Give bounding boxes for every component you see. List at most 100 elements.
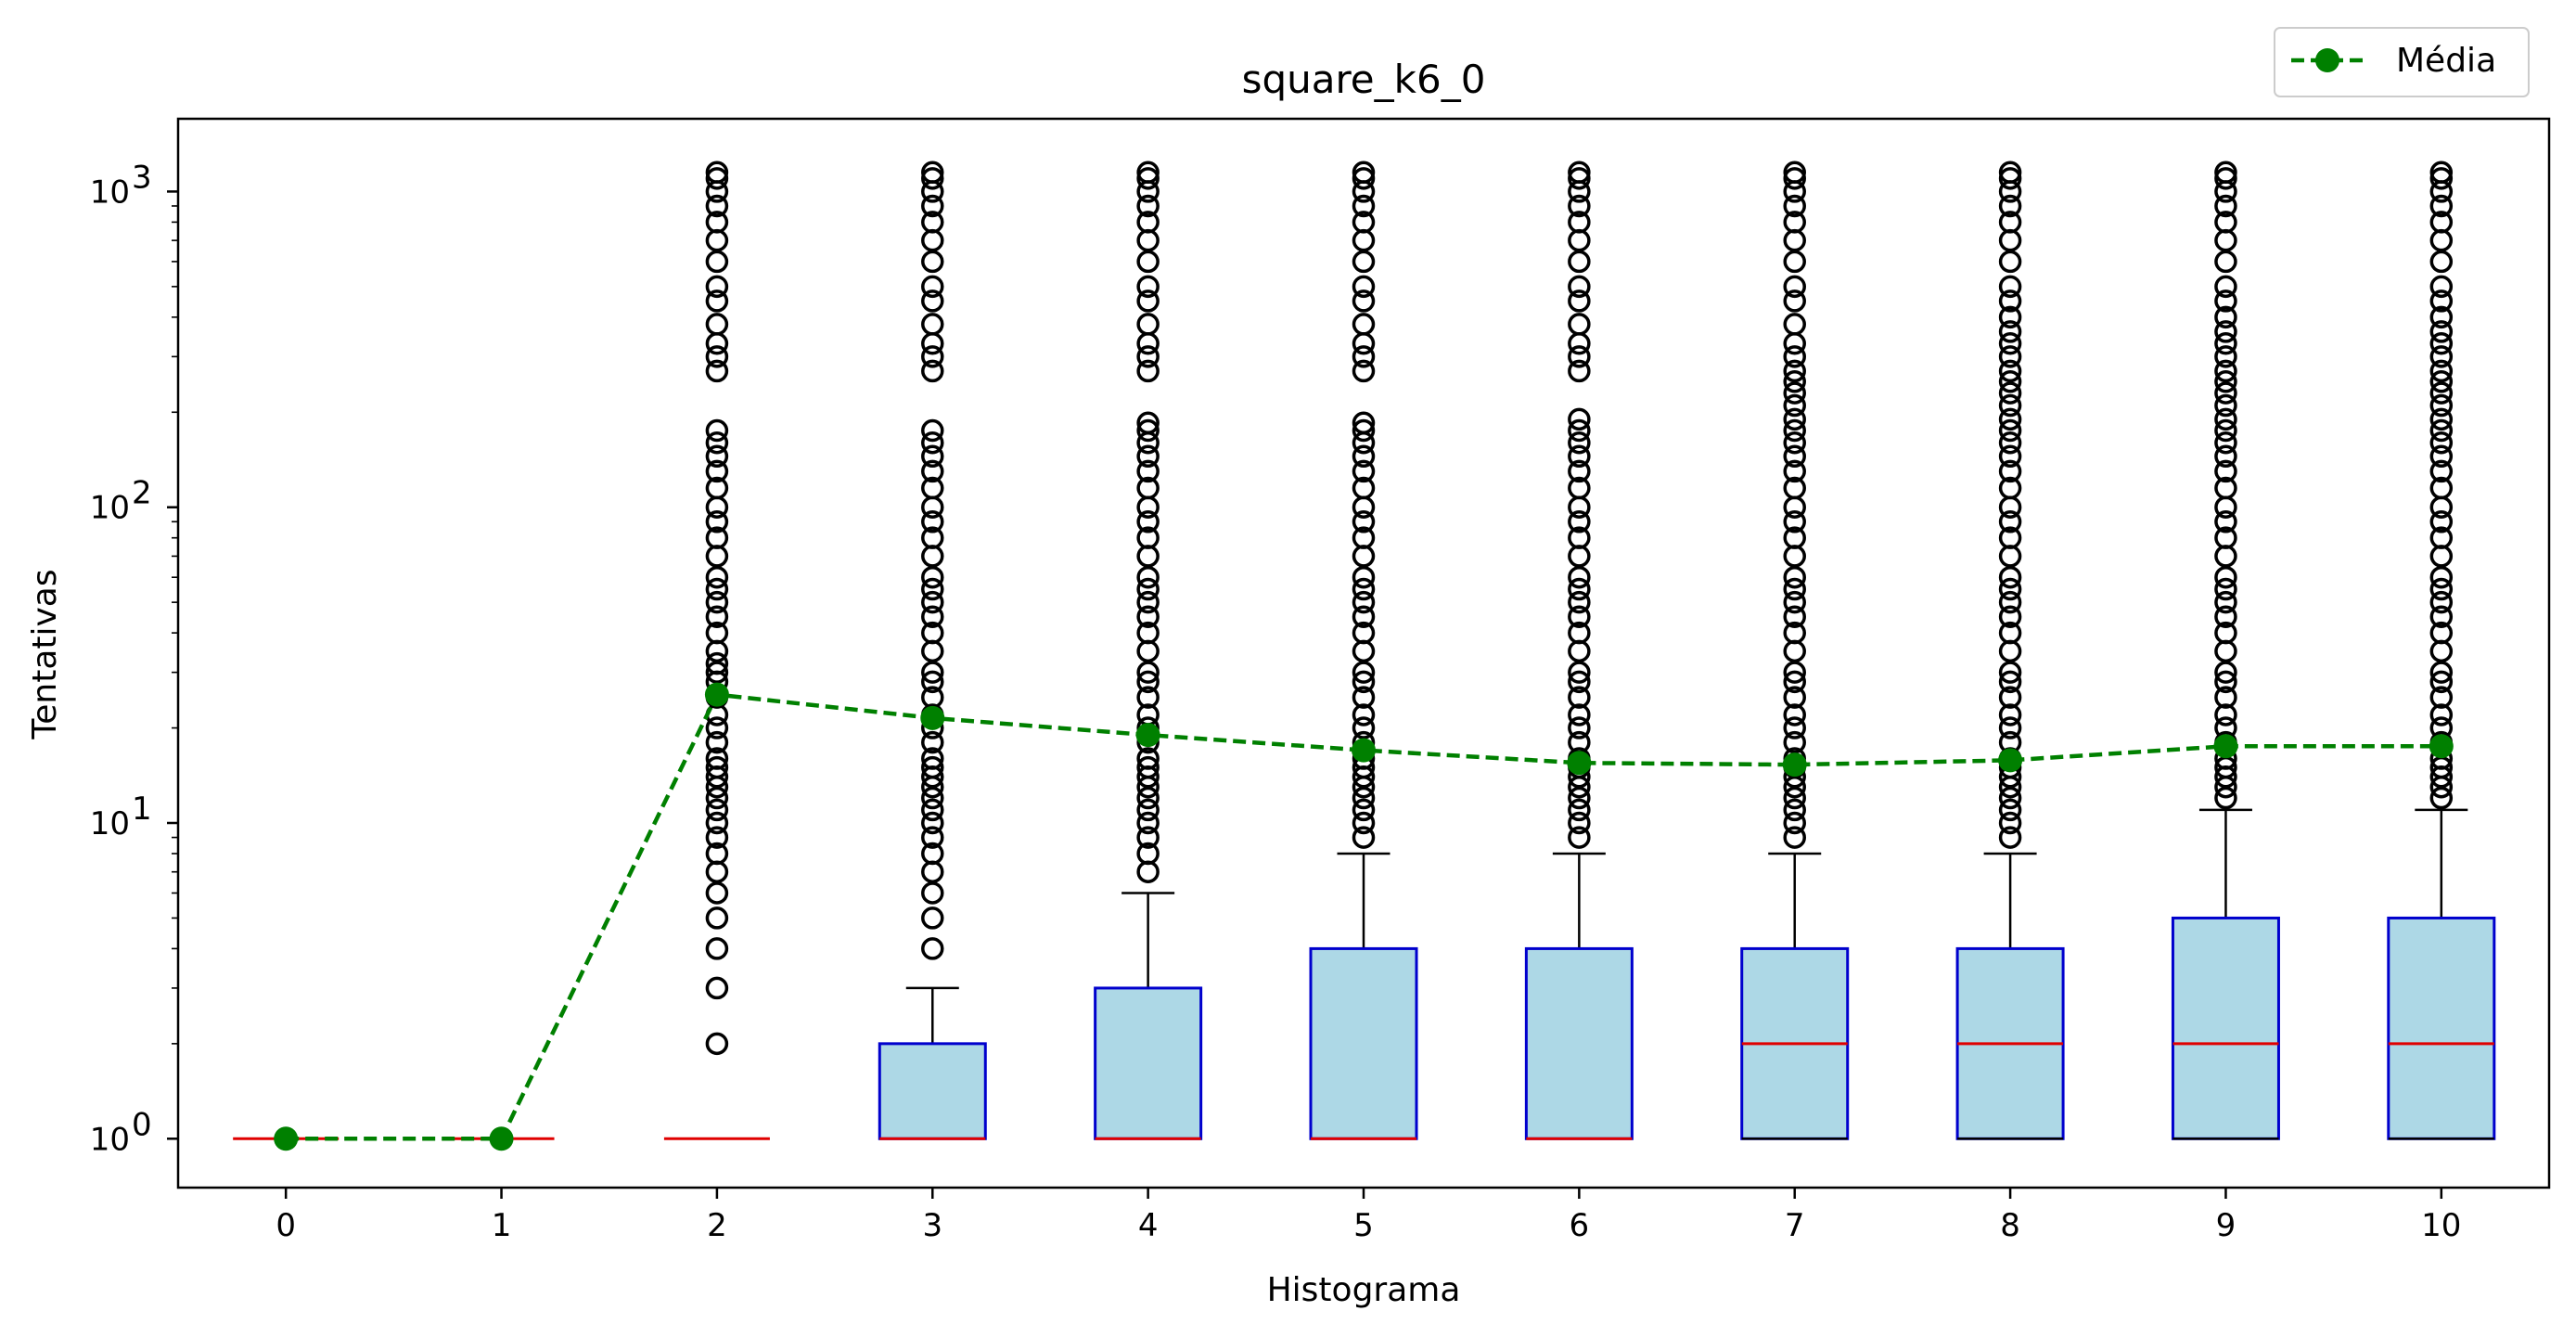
mean-point-8 [1998, 748, 2023, 773]
outlier-point [1998, 605, 2022, 628]
outlier-point [2214, 444, 2237, 469]
outlier-point [1783, 786, 1806, 810]
outlier-point [1568, 670, 1591, 694]
outlier-point [1568, 510, 1591, 534]
outlier-point [2214, 359, 2237, 383]
outlier-point [2429, 289, 2454, 313]
outlier-point [1136, 755, 1160, 779]
outlier-point [1352, 526, 1376, 549]
outlier-point [921, 730, 944, 754]
outlier-point [921, 842, 944, 866]
outlier-point [705, 345, 729, 368]
outlier-point [1783, 716, 1806, 739]
outlier-point [1783, 345, 1806, 368]
outlier-point [2429, 459, 2454, 483]
outlier-point [1136, 161, 1160, 185]
outlier-point [1783, 250, 1806, 274]
outlier-point [2429, 565, 2454, 589]
outlier-point [705, 526, 729, 549]
outlier-point [705, 937, 729, 960]
outlier-point [2214, 381, 2237, 405]
outlier-point [1998, 370, 2022, 393]
box-10 [2387, 916, 2496, 1140]
outlier-point [2429, 476, 2454, 500]
outlier-point [1783, 798, 1806, 822]
outlier-point [2429, 320, 2454, 343]
outlier-point [1783, 194, 1806, 218]
outlier-point [2214, 510, 2237, 534]
outlier-point [705, 842, 729, 866]
outlier-point [1998, 661, 2022, 684]
outlier-point [1568, 565, 1591, 589]
outlier-point [1998, 526, 2022, 549]
outlier-point [1136, 526, 1160, 549]
outlier-point [1998, 418, 2022, 443]
outlier-point [2429, 605, 2454, 628]
outlier-point [1998, 194, 2022, 218]
outlier-point [1568, 444, 1591, 469]
outlier-point [1136, 289, 1160, 313]
outlier-point [1998, 359, 2022, 383]
outlier-point [2429, 431, 2454, 455]
outlier-point [705, 211, 729, 234]
outlier-point [921, 565, 944, 589]
outlier-point [1568, 661, 1591, 684]
outlier-point [921, 459, 944, 483]
outlier-point [1568, 811, 1591, 835]
outlier-point [1352, 411, 1376, 435]
outlier-point [1783, 621, 1806, 645]
outlier-point [2214, 621, 2237, 645]
mean-point-6 [1567, 751, 1592, 776]
outlier-point [921, 476, 944, 500]
outlier-point [1998, 305, 2022, 329]
outlier-point [1998, 590, 2022, 614]
outlier-point [705, 747, 729, 770]
x-tick-label: 10 [2421, 1207, 2461, 1244]
outlier-point [705, 161, 729, 185]
outlier-point [2214, 211, 2237, 234]
outlier-point [1136, 621, 1160, 645]
outlier-point [1352, 605, 1376, 628]
outlier-point [1783, 703, 1806, 726]
outlier-point [1783, 370, 1806, 393]
outlier-point [1783, 407, 1806, 431]
mean-point-2 [704, 682, 729, 707]
outlier-point [1998, 476, 2022, 500]
outlier-point [1136, 661, 1160, 684]
outlier-point [1136, 313, 1160, 336]
outlier-point [1783, 476, 1806, 500]
outlier-point [2214, 393, 2237, 418]
outlier-point [1568, 250, 1591, 274]
outlier-point [1568, 686, 1591, 709]
outlier-point [1568, 194, 1591, 218]
outlier-point [921, 526, 944, 549]
outlier-point [1136, 459, 1160, 483]
outlier-point [1136, 747, 1160, 770]
outlier-point [1783, 605, 1806, 628]
outlier-point [705, 798, 729, 822]
outlier-point [921, 161, 944, 185]
outlier-point [2214, 250, 2237, 274]
outlier-point [1568, 621, 1591, 645]
outlier-point [1998, 289, 2022, 313]
outlier-point [921, 590, 944, 614]
outlier-point [2429, 211, 2454, 234]
box-5 [1309, 946, 1418, 1140]
outlier-point [705, 661, 729, 684]
outlier-point [1998, 444, 2022, 469]
x-tick-label: 1 [492, 1207, 512, 1244]
outlier-point [1998, 716, 2022, 739]
outlier-point [1352, 289, 1376, 313]
outlier-point [705, 313, 729, 336]
outlier-point [921, 605, 944, 628]
outlier-point [1568, 798, 1591, 822]
mean-point-7 [1782, 752, 1807, 778]
outlier-point [2429, 686, 2454, 709]
outlier-point [1783, 590, 1806, 614]
outlier-point [1783, 161, 1806, 185]
outlier-point [2429, 444, 2454, 469]
outlier-point [1568, 167, 1591, 190]
outlier-point [921, 577, 944, 601]
outlier-point [705, 605, 729, 628]
outlier-point [1352, 798, 1376, 822]
